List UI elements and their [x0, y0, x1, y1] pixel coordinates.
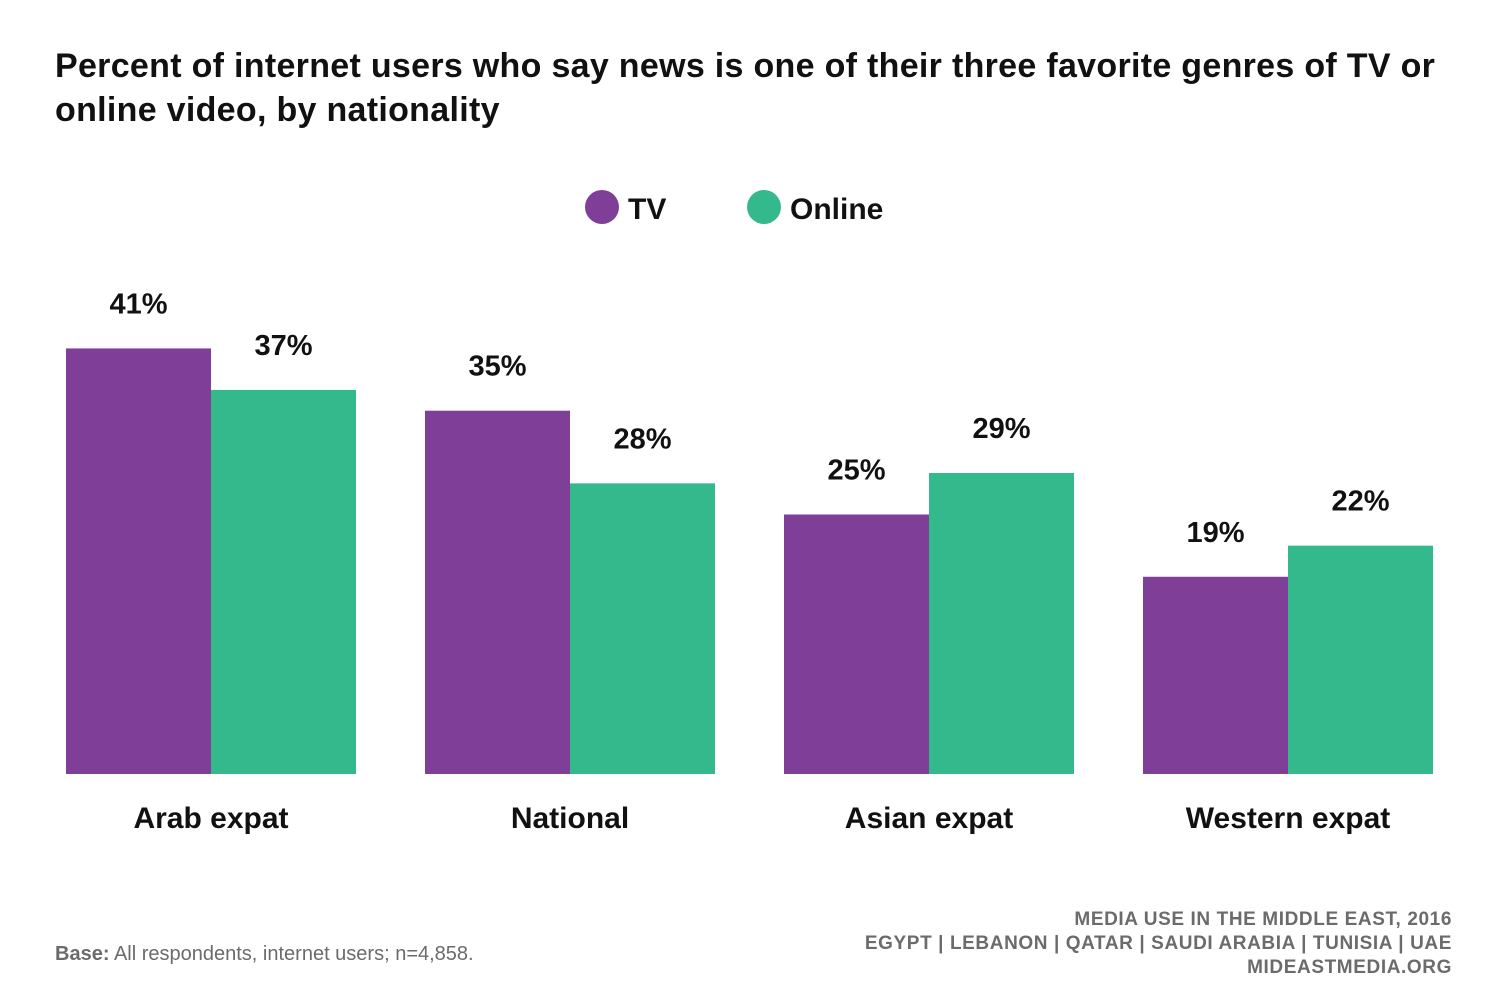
bar-tv-0 — [66, 348, 211, 774]
bar-online-3 — [1288, 545, 1433, 774]
value-label-tv-2: 25% — [827, 455, 885, 487]
category-label-2: Asian expat — [845, 802, 1013, 835]
bar-tv-3 — [1143, 576, 1288, 774]
bar-tv-1 — [425, 410, 570, 774]
value-label-tv-3: 19% — [1186, 517, 1244, 549]
category-label-3: Western expat — [1186, 802, 1391, 835]
legend-swatch-tv — [585, 190, 619, 224]
legend-swatch-online — [747, 190, 781, 224]
base-label: Base: — [55, 943, 110, 965]
category-label-0: Arab expat — [133, 802, 288, 835]
bar-online-1 — [570, 483, 715, 774]
base-footnote: Base: All respondents, internet users; n… — [55, 943, 474, 966]
bars — [66, 348, 1433, 774]
bar-online-0 — [211, 389, 356, 774]
value-label-online-0: 37% — [254, 330, 312, 362]
legend-label-online: Online — [790, 193, 883, 226]
legend-label-tv: TV — [628, 193, 666, 226]
source-block: MEDIA USE IN THE MIDDLE EAST, 2016 EGYPT… — [865, 908, 1452, 980]
value-label-online-3: 22% — [1331, 486, 1389, 518]
source-line-2: EGYPT | LEBANON | QATAR | SAUDI ARABIA |… — [864, 933, 1452, 954]
category-labels: Arab expat National Asian expat Western exp… — [133, 802, 1390, 835]
category-label-1: National — [511, 802, 629, 835]
base-text: All respondents, internet users; n=4,858… — [113, 943, 474, 965]
chart-title: Percent of internet users who say news i… — [55, 47, 1436, 129]
bar-online-2 — [929, 472, 1074, 774]
value-label-online-2: 29% — [972, 413, 1030, 445]
value-label-tv-0: 41% — [109, 288, 167, 320]
source-line-1: MEDIA USE IN THE MIDDLE EAST, 2016 — [1074, 909, 1452, 930]
value-label-tv-1: 35% — [468, 351, 526, 383]
source-line-3: MIDEASTMEDIA.ORG — [1247, 957, 1452, 978]
value-label-online-1: 28% — [613, 423, 671, 455]
legend: TV Online — [585, 190, 883, 226]
value-labels: 41% 37% 35% 28% 25% 29% 19% 22% — [109, 288, 1389, 548]
bar-tv-2 — [784, 514, 929, 774]
